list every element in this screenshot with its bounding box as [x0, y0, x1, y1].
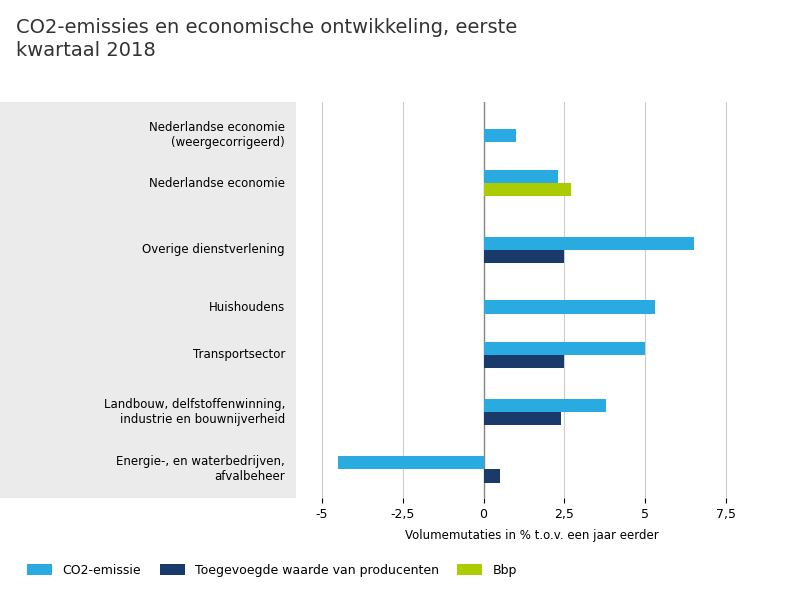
X-axis label: Volumemutaties in % t.o.v. een jaar eerder: Volumemutaties in % t.o.v. een jaar eerd…	[405, 529, 659, 542]
Legend: CO2-emissie, Toegevoegde waarde van producenten, Bbp: CO2-emissie, Toegevoegde waarde van prod…	[22, 559, 522, 582]
Bar	[483, 341, 645, 355]
Bar	[483, 170, 558, 183]
Bar	[483, 399, 606, 412]
Bar	[483, 129, 516, 142]
Bar	[483, 412, 561, 425]
Bar	[483, 469, 500, 483]
Bar	[483, 301, 655, 314]
Bar	[483, 250, 564, 263]
Bar	[483, 236, 694, 250]
Text: CO2-emissies en economische ontwikkeling, eerste
kwartaal 2018: CO2-emissies en economische ontwikkeling…	[16, 18, 518, 61]
Bar	[483, 355, 564, 368]
Bar	[338, 456, 483, 469]
Bar	[483, 183, 570, 196]
